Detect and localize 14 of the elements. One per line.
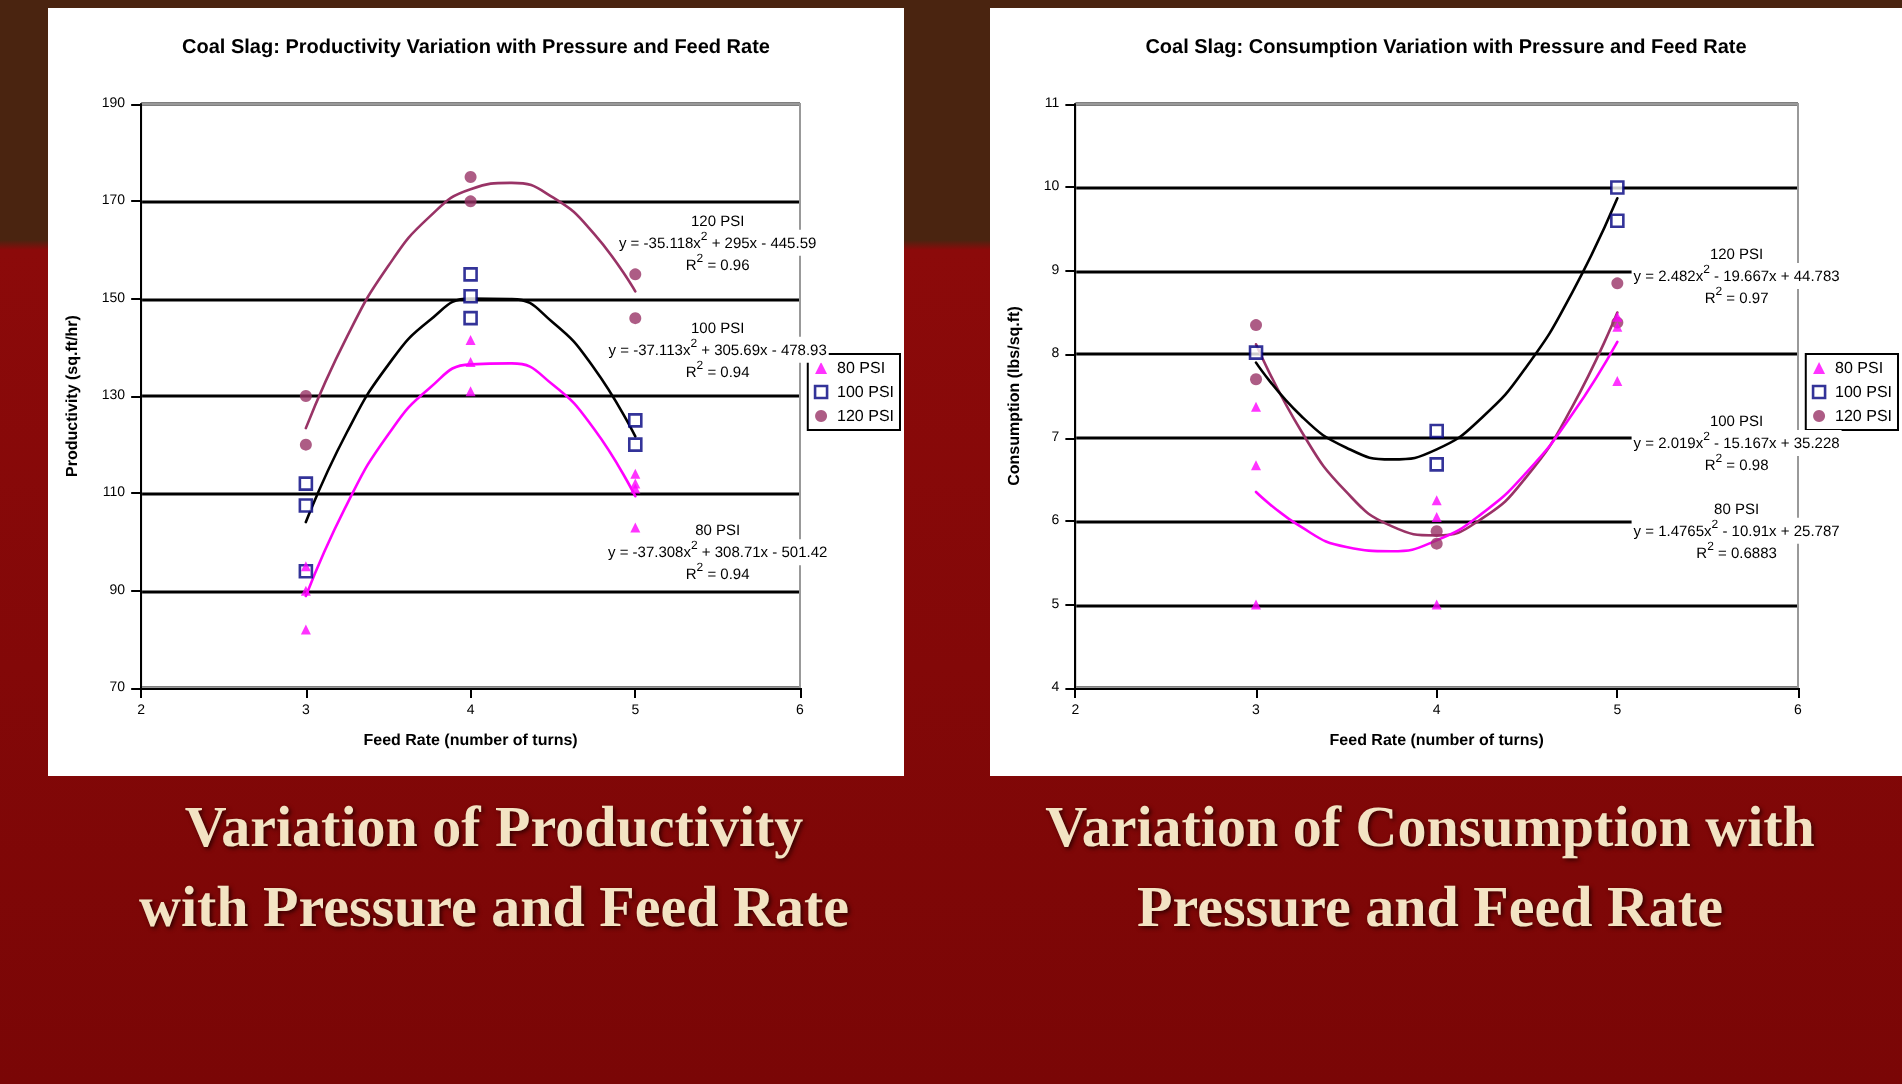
- x-axis-title: Feed Rate (number of turns): [1329, 731, 1545, 749]
- legend-label: 120 PSI: [1835, 407, 1893, 425]
- legend-label: 80 PSI: [1835, 359, 1884, 377]
- chart-title: Coal Slag: Consumption Variation with Pressure and Feed Rate: [1145, 37, 1748, 59]
- text: Variation of Consumption with Pressure and Feed Rate: [1043, 794, 1817, 944]
- legend-label: 100 PSI: [1835, 383, 1893, 401]
- legend-label: 80 PSI: [837, 359, 886, 377]
- text: Variation of Productivity with Pressure and Feed Rate: [137, 794, 851, 944]
- y-axis-title: Productivity (sq.ft/hr): [63, 314, 81, 477]
- x-axis-title: Feed Rate (number of turns): [363, 731, 579, 749]
- legend-label: 100 PSI: [837, 383, 895, 401]
- legend-label: 120 PSI: [837, 407, 895, 425]
- chart-title: Coal Slag: Productivity Variation with Pressure and Feed Rate: [182, 37, 771, 59]
- y-axis-title: Consumption (lbs/sq.ft): [1005, 305, 1023, 486]
